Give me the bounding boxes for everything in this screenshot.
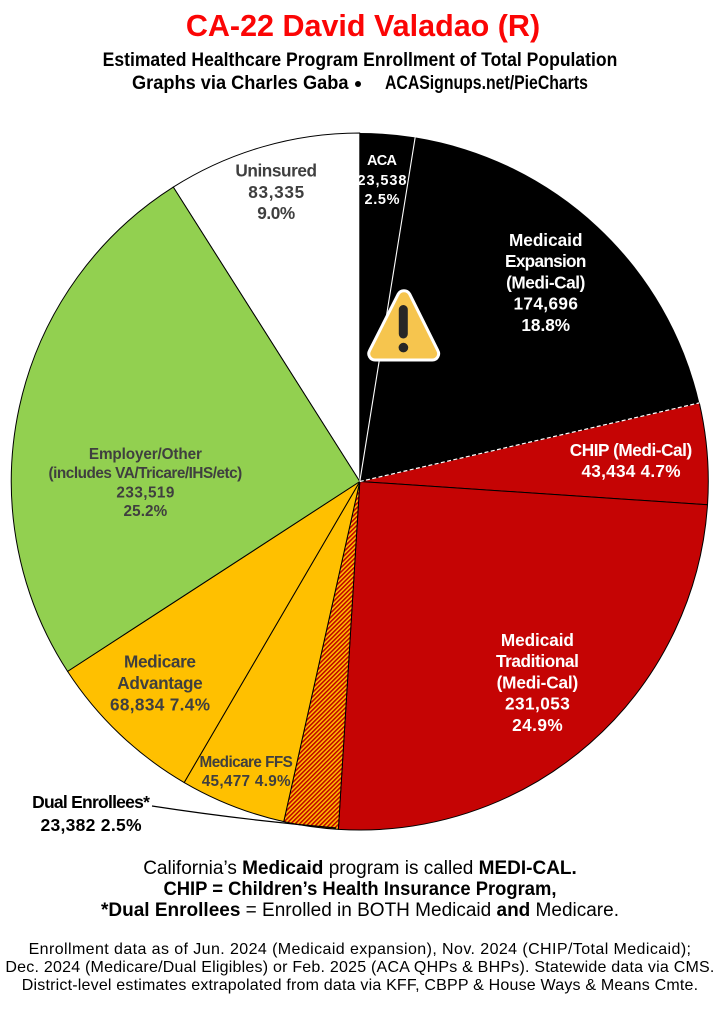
svg-text:(Medi-Cal): (Medi-Cal) [497,672,579,692]
svg-text:Dual Enrollees*: Dual Enrollees* [32,792,150,812]
svg-text:45,477 4.9%: 45,477 4.9% [202,773,291,790]
svg-text:(Medi-Cal): (Medi-Cal) [506,272,585,292]
svg-text:ACA: ACA [367,153,398,169]
svg-text:83,335: 83,335 [248,182,304,202]
svg-text:43,434 4.7%: 43,434 4.7% [582,461,681,481]
svg-text:Traditional: Traditional [496,651,579,671]
svg-text:9.0%: 9.0% [257,203,295,223]
svg-text:23,538: 23,538 [358,173,407,189]
svg-text:231,053: 231,053 [505,694,570,714]
svg-text:Expansion: Expansion [505,251,586,271]
svg-text:Medicare: Medicare [124,652,196,672]
svg-text:Medicaid: Medicaid [501,630,574,650]
svg-text:24.9%: 24.9% [512,715,563,735]
svg-text:23,382 2.5%: 23,382 2.5% [40,815,142,835]
svg-text:18.8%: 18.8% [521,315,570,335]
svg-text:Uninsured: Uninsured [235,160,317,180]
svg-text:Employer/Other: Employer/Other [89,446,202,463]
svg-text:2.5%: 2.5% [365,192,400,208]
svg-text:CHIP (Medi-Cal): CHIP (Medi-Cal) [570,440,693,460]
svg-text:68,834 7.4%: 68,834 7.4% [110,695,210,715]
svg-text:Medicaid: Medicaid [509,230,583,250]
svg-text:25.2%: 25.2% [124,503,168,520]
svg-text:Medicare FFS: Medicare FFS [200,754,293,771]
svg-text:233,519: 233,519 [116,484,174,501]
svg-text:Advantage: Advantage [117,673,202,693]
svg-text:174,696: 174,696 [513,294,578,314]
svg-text:(includes VA/Tricare/IHS/etc): (includes VA/Tricare/IHS/etc) [49,465,243,482]
